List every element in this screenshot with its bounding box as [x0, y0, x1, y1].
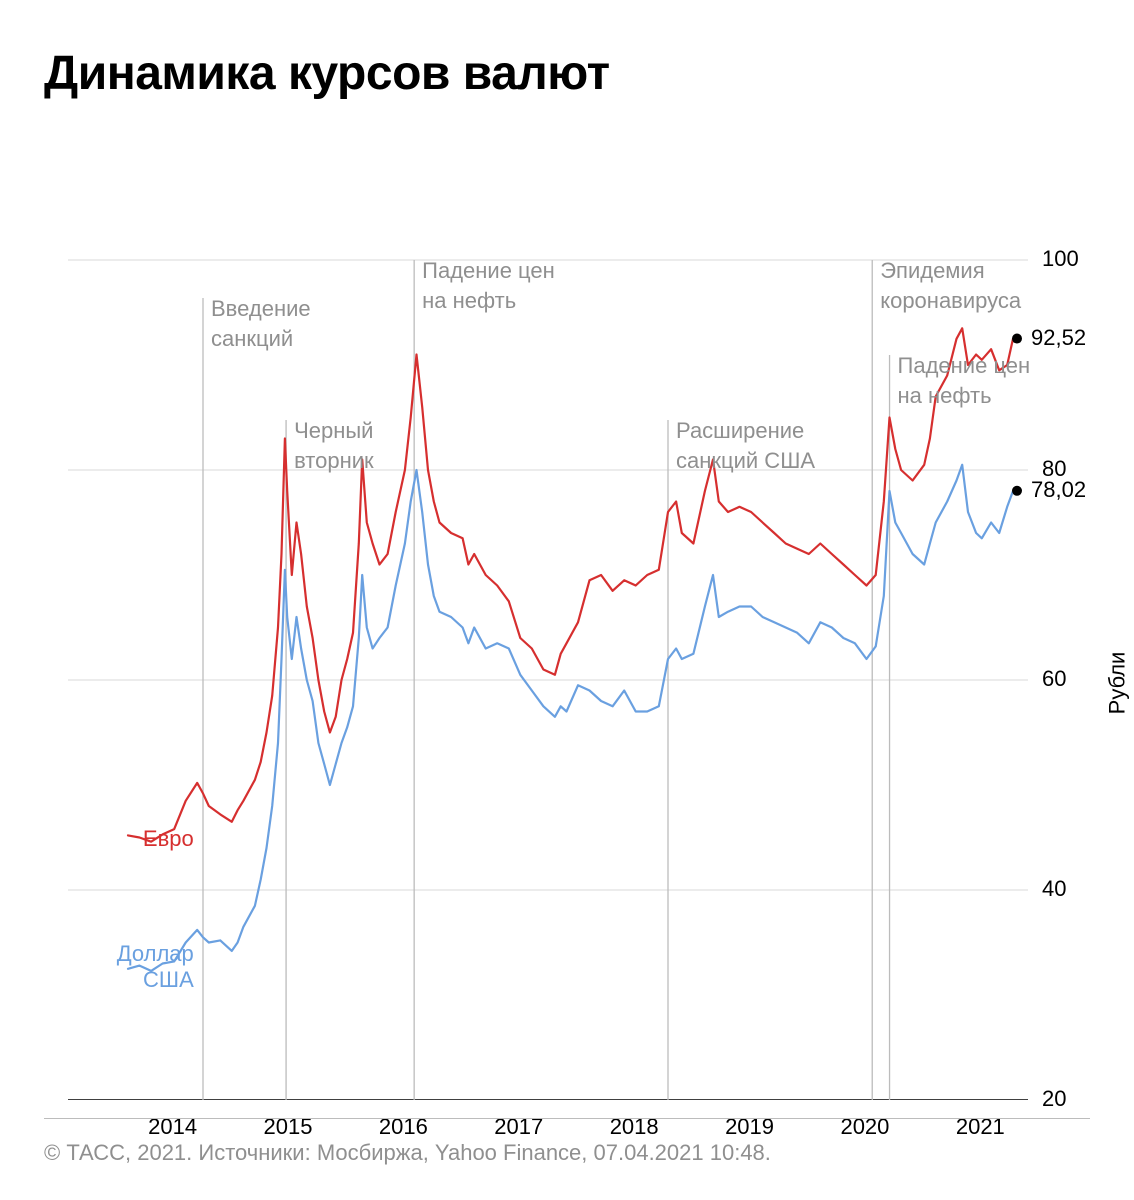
event-annotation: Падение цен на нефть: [422, 256, 555, 315]
end-value-label: 92,52: [1031, 325, 1086, 351]
event-annotation: Введение санкций: [211, 294, 311, 353]
series-label: Доллар США: [74, 941, 194, 993]
event-annotation: Черный вторник: [294, 416, 374, 475]
y-tick-label: 100: [1042, 246, 1079, 272]
event-annotation: Эпидемия коронавируса: [880, 256, 1021, 315]
footer-rule: [44, 1118, 1090, 1119]
chart-container: Динамика курсов валют 204060801002014201…: [0, 0, 1134, 1200]
y-tick-label: 40: [1042, 876, 1066, 902]
y-tick-label: 60: [1042, 666, 1066, 692]
event-annotation: Расширение санкций США: [676, 416, 815, 475]
footer-text: © ТАСС, 2021. Источники: Мосбиржа, Yahoo…: [44, 1140, 771, 1166]
y-axis-title: Рубли: [1104, 652, 1130, 715]
end-value-label: 78,02: [1031, 477, 1086, 503]
series-label: Евро: [74, 826, 194, 852]
event-annotation: Падение цен на нефть: [898, 351, 1031, 410]
y-tick-label: 20: [1042, 1086, 1066, 1112]
chart-area: 2040608010020142015201620172018201920202…: [44, 130, 1090, 1100]
chart-title: Динамика курсов валют: [44, 46, 610, 101]
